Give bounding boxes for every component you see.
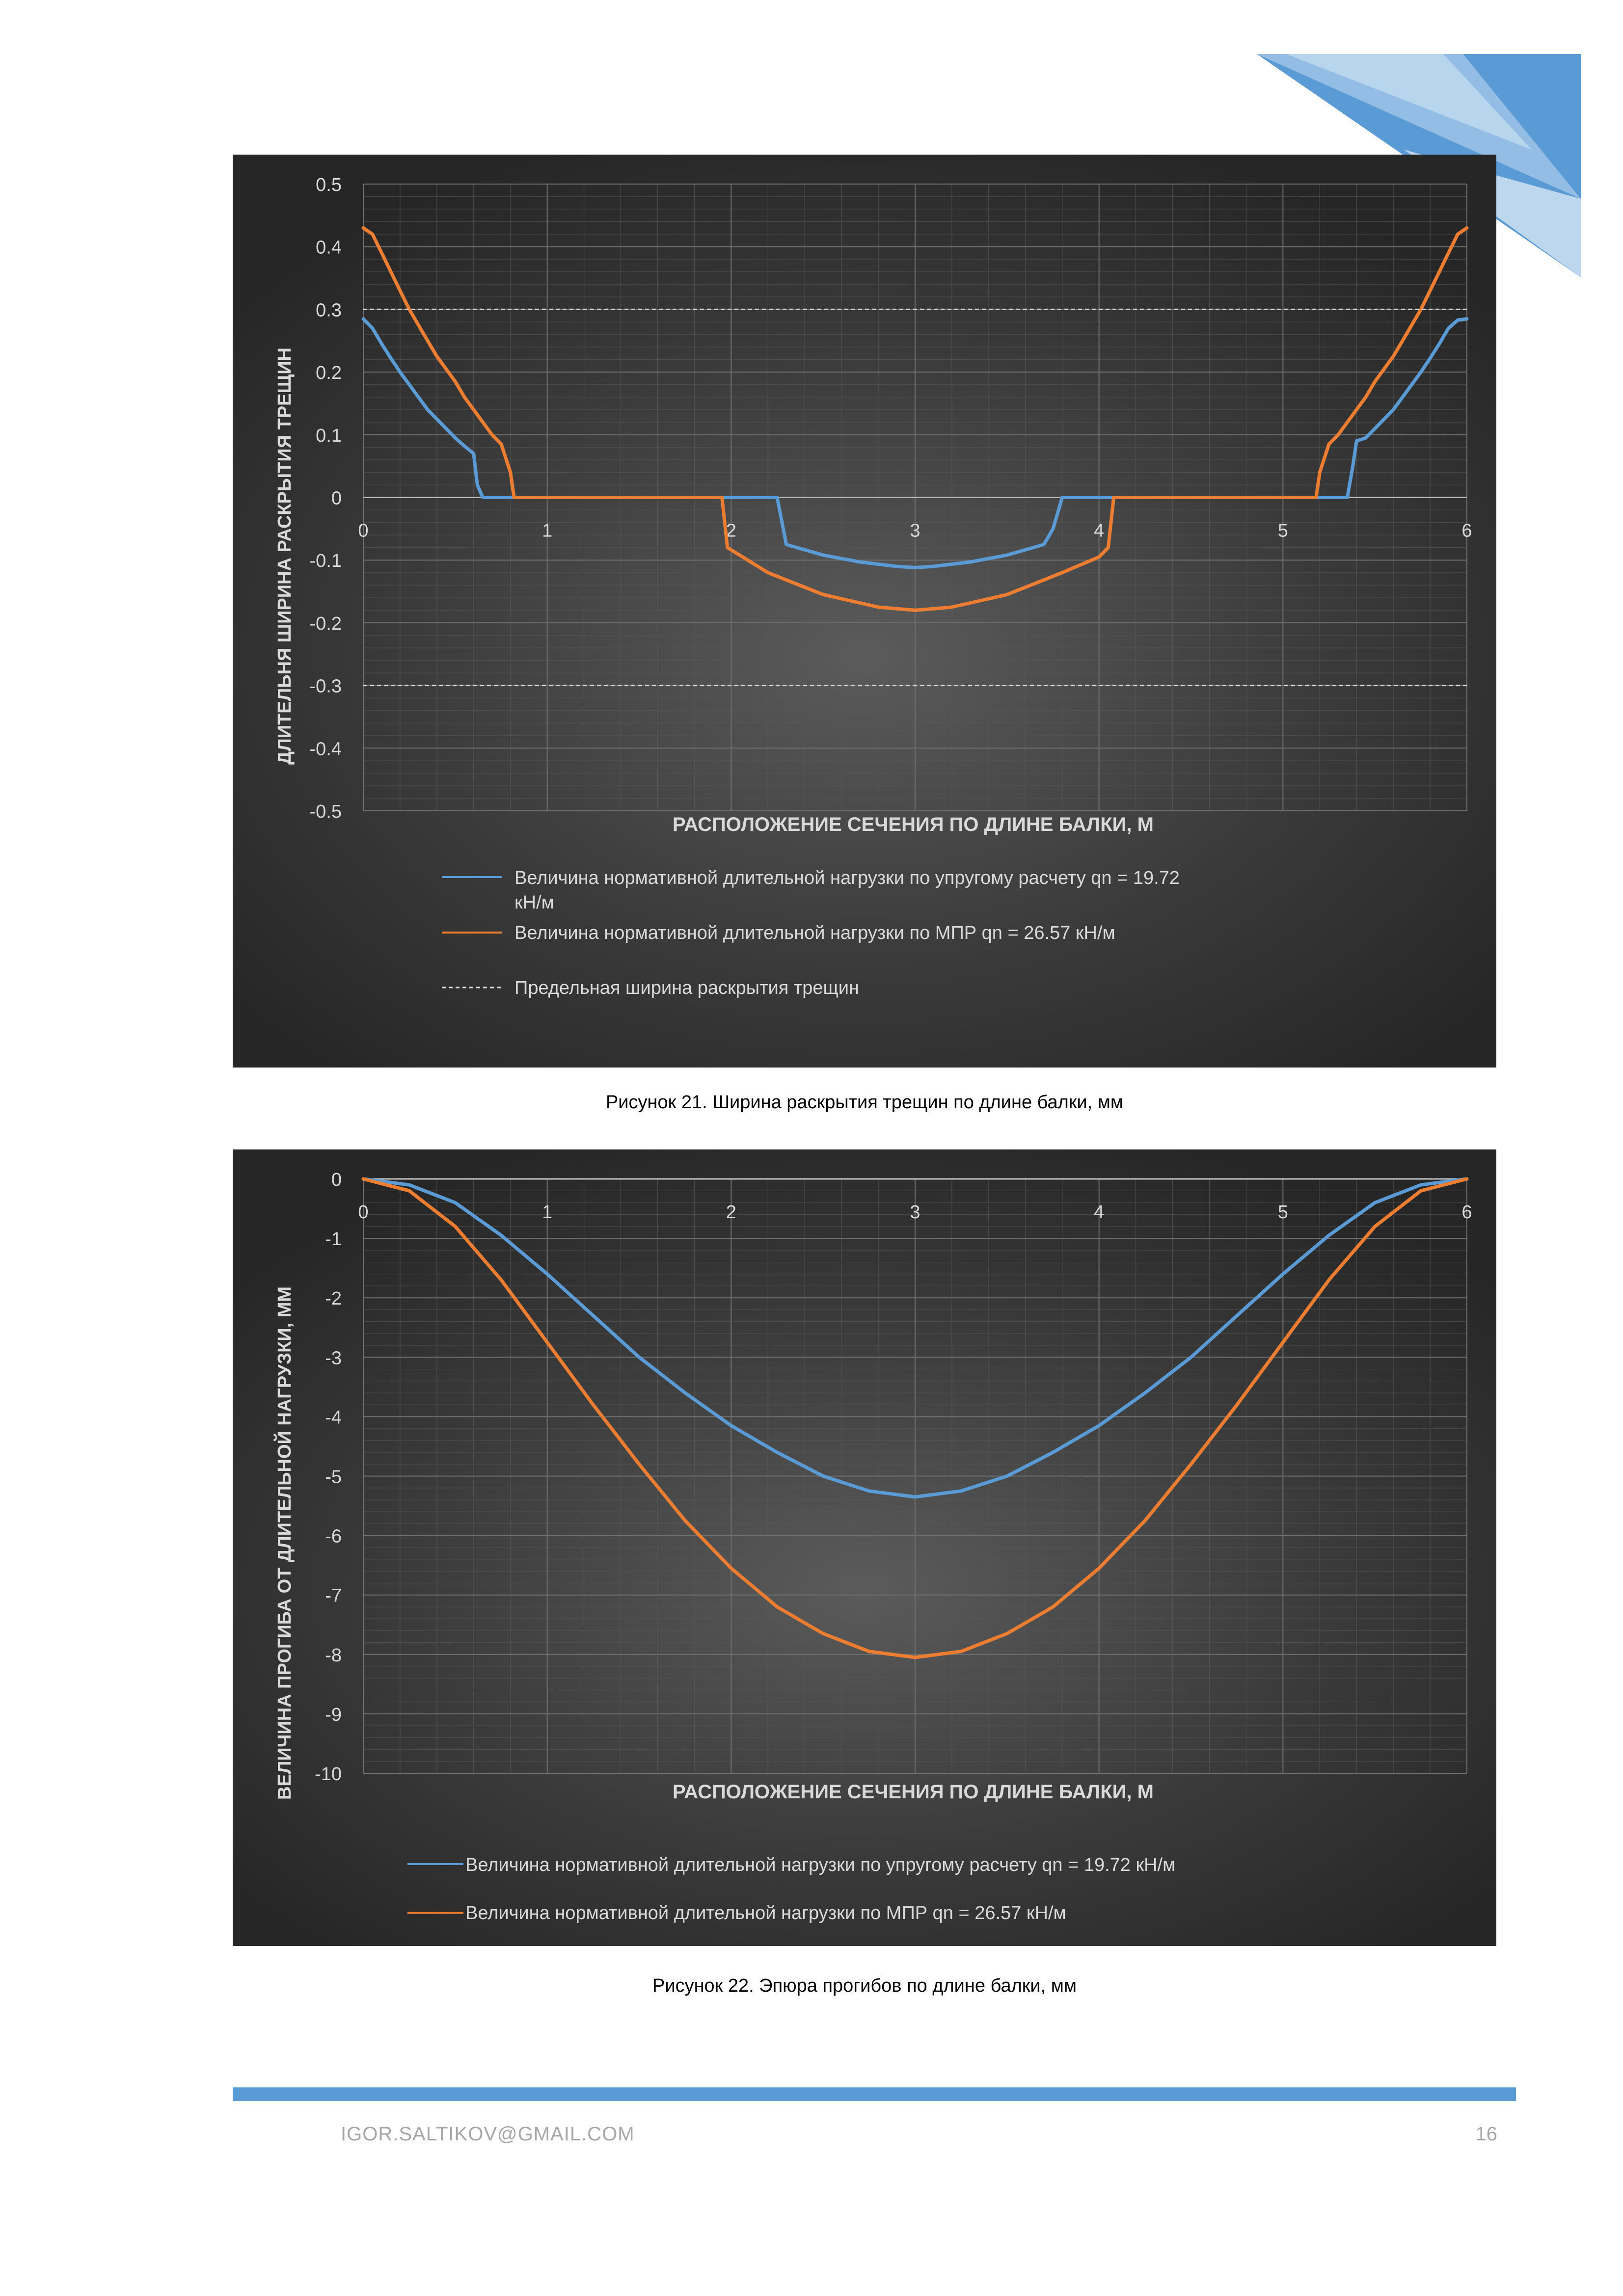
figure-21-caption: Рисунок 21. Ширина раскрытия трещин по д…	[605, 1092, 1124, 1113]
x-tick-label: 2	[726, 1202, 736, 1223]
y-tick-label: -0.2	[310, 614, 342, 634]
y-axis-title: ДЛИТЕЛЬНЯ ШИРИНА РАСКРЫТИЯ ТРЕЩИН	[274, 347, 295, 765]
x-tick-label: 5	[1278, 1202, 1288, 1223]
x-tick-label: 6	[1461, 1202, 1472, 1223]
figure-22-caption: Рисунок 22. Эпюра прогибов по длине балк…	[652, 1976, 1077, 1996]
page-number: 16	[1475, 2123, 1498, 2145]
y-tick-label: 0	[331, 1170, 342, 1190]
x-tick-label: 3	[910, 1202, 920, 1223]
series-line-1	[361, 1177, 1469, 1659]
legend-label-mpr: Величина нормативной длительной нагрузки…	[514, 923, 1115, 943]
y-tick-label: 0.3	[316, 300, 342, 320]
y-tick-label: -1	[325, 1229, 342, 1250]
series-line-0	[361, 1177, 1469, 1499]
y-tick-label: -4	[325, 1407, 342, 1428]
y-tick-label: -9	[325, 1705, 342, 1725]
axes: 0 -1 -2 -3 -4 -5 -6 -7 -8 -9 -10 0 1 2 3 4 5 6	[315, 1170, 1472, 1785]
y-tick-label: 0	[331, 488, 342, 509]
legend-label-elastic: Величина нормативной длительной нагрузки…	[465, 1855, 1175, 1875]
x-axis-title: РАСПОЛОЖЕНИЕ СЕЧЕНИЯ ПО ДЛИНЕ БАЛКИ, М	[673, 814, 1154, 835]
x-tick-label: 6	[1461, 521, 1472, 541]
y-tick-label: 0.1	[316, 426, 342, 446]
x-tick-label: 1	[542, 1202, 552, 1223]
y-tick-label: -5	[325, 1467, 342, 1488]
legend: Величина нормативной длительной нагрузки…	[407, 1855, 1175, 1923]
deflection-chart: 0 -1 -2 -3 -4 -5 -6 -7 -8 -9 -10 0 1 2 3 4 5 6 ВЕЛИЧИНА П…	[233, 1149, 1496, 1946]
y-tick-label: -6	[325, 1526, 342, 1547]
x-tick-label: 5	[1278, 521, 1288, 541]
series-group	[361, 226, 1469, 687]
y-tick-label: -0.5	[310, 801, 342, 822]
footer-email: IGOR.SALTIKOV@GMAIL.COM	[341, 2123, 635, 2145]
x-tick-label: 2	[726, 521, 736, 541]
y-tick-label: -7	[325, 1586, 342, 1606]
y-axis-title: ВЕЛИЧИНА ПРОГИБА ОТ ДЛИТЕЛЬНОЙ НАГРУЗКИ,…	[273, 1286, 295, 1800]
legend-label-elastic: Величина нормативной длительной нагрузки…	[514, 868, 1180, 888]
legend-label-limit: Предельная ширина раскрытия трещин	[514, 978, 859, 998]
legend: Величина нормативной длительной нагрузки…	[442, 868, 1180, 998]
x-axis-title: РАСПОЛОЖЕНИЕ СЕЧЕНИЯ ПО ДЛИНЕ БАЛКИ, М	[673, 1781, 1154, 1803]
y-tick-label: -8	[325, 1645, 342, 1666]
grid	[363, 1178, 1467, 1774]
y-tick-label: 0.4	[316, 238, 342, 258]
y-tick-label: 0.2	[316, 363, 342, 383]
x-tick-label: 0	[358, 521, 368, 541]
y-tick-label: -0.1	[310, 551, 342, 571]
legend-label-mpr: Величина нормативной длительной нагрузки…	[465, 1903, 1066, 1923]
series-group	[361, 1177, 1469, 1659]
x-tick-label: 3	[910, 521, 920, 541]
x-tick-label: 1	[542, 521, 552, 541]
crack-width-chart-svg: 0.5 0.4 0.3 0.2 0.1 0 -0.1 -0.2 -0.3 -0.4 -0.5 0 1 2 3…	[274, 175, 1472, 998]
x-tick-label: 4	[1094, 1202, 1104, 1223]
deflection-chart-svg: 0 -1 -2 -3 -4 -5 -6 -7 -8 -9 -10 0 1 2 3 4 5 6 ВЕЛИЧИНА П…	[273, 1170, 1472, 1923]
series-line-0	[361, 317, 1469, 569]
series-line-1	[361, 226, 1469, 612]
crack-width-chart: 0.5 0.4 0.3 0.2 0.1 0 -0.1 -0.2 -0.3 -0.4 -0.5 0 1 2 3…	[233, 155, 1496, 1068]
x-tick-label: 4	[1094, 521, 1104, 541]
x-tick-label: 0	[358, 1202, 368, 1223]
legend-label-elastic-unit: кН/м	[514, 892, 554, 913]
y-tick-label: -0.4	[310, 739, 342, 759]
y-tick-label: 0.5	[316, 175, 342, 195]
y-tick-label: -10	[315, 1764, 342, 1785]
y-tick-label: -2	[325, 1288, 342, 1309]
footer-bar	[233, 2087, 1516, 2101]
y-tick-label: -3	[325, 1348, 342, 1368]
y-tick-label: -0.3	[310, 676, 342, 697]
